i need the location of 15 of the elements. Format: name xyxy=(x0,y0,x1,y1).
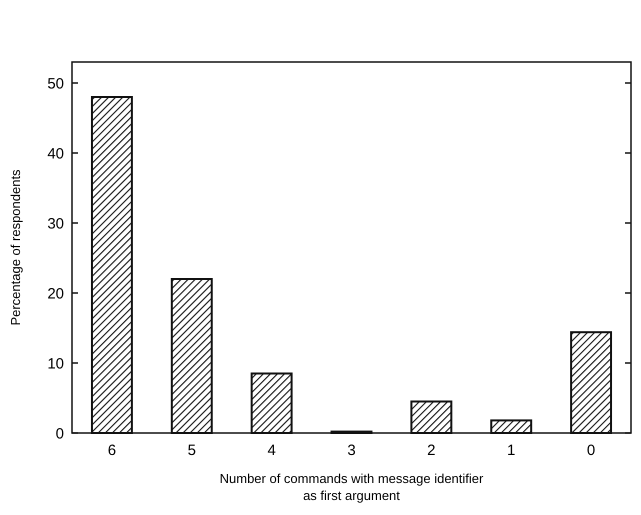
y-tick-label: 50 xyxy=(47,75,64,92)
x-tick-label: 1 xyxy=(507,442,516,459)
y-tick-label: 40 xyxy=(47,145,64,162)
x-tick-label: 4 xyxy=(267,442,276,459)
y-tick-label: 10 xyxy=(47,355,64,372)
y-axis-title: Percentage of respondents xyxy=(8,168,23,326)
y-tick-label: 20 xyxy=(47,285,64,302)
y-tick-label: 30 xyxy=(47,215,64,232)
x-tick-label: 5 xyxy=(188,442,196,459)
x-tick-label: 0 xyxy=(586,442,596,459)
x-tick-label: 3 xyxy=(347,442,356,459)
y-tick-label: 0 xyxy=(56,425,64,442)
x-tick-label: 2 xyxy=(427,442,436,459)
x-axis-title: Number of commands with message identifier as first argument xyxy=(220,471,484,503)
x-tick-label: 6 xyxy=(108,442,116,459)
